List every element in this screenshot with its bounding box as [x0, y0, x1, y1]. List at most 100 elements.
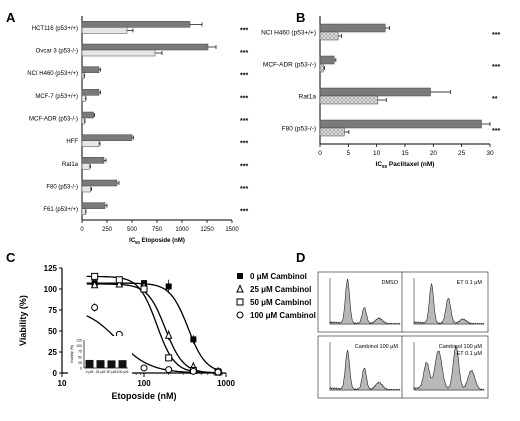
panel-a-x-axis-label: IC50 Etoposide (nM) — [129, 238, 185, 245]
panel-label-A: A — [6, 10, 16, 25]
panel-a-category-label: F80 (p53-/-) — [46, 185, 78, 191]
panel-a-bar — [81, 111, 94, 119]
panel-a-x-tick-label: 0 — [80, 227, 84, 233]
flow-histogram-panel: ET 0.1 μM — [401, 271, 489, 333]
panel-a-category-label: NCI H460 (p53+/+) — [27, 71, 78, 77]
flow-histogram-trace — [413, 346, 485, 391]
panel-c-point — [236, 311, 244, 319]
panel-b-significance: *** — [492, 32, 500, 39]
flow-panel-label: DMSO — [382, 280, 399, 286]
panel-b-category-label: Rat1a — [299, 94, 317, 101]
panel-label-B: B — [296, 10, 305, 25]
panel-c-y-tick-label: 0 — [53, 369, 58, 378]
panel-c-x-axis-label: Etoposide (nM) — [112, 391, 177, 401]
panel-a-significance: *** — [240, 27, 248, 34]
panel-a-category-label: F61 (p53+/+) — [43, 207, 78, 213]
flow-histogram-trace — [413, 283, 485, 325]
panel-c-y-tick-label: 25 — [48, 348, 57, 357]
panel-c-inset-y-tick-label: 50 — [78, 355, 82, 359]
panel-c-point — [165, 283, 172, 290]
panel-c-point — [236, 298, 244, 306]
panel-a-x-tick-label: 750 — [152, 227, 163, 233]
panel-a-category-label: HFF — [66, 139, 78, 145]
panel-c-fit-curve — [86, 282, 223, 372]
panel-c-inset-y-tick-label: 25 — [78, 361, 82, 365]
panel-b-significance: *** — [492, 128, 500, 135]
panel-c-inset-y-tick-label: 125 — [76, 339, 82, 343]
panel-b-bar — [319, 63, 324, 73]
panel-c-point — [189, 367, 197, 375]
panel-c-fit-curve — [86, 315, 223, 374]
panel-c-point — [91, 303, 99, 311]
panel-a-significance: *** — [240, 118, 248, 125]
panel-b-x-tick-label: 10 — [373, 150, 381, 157]
panel-c-inset-y-tick-label: 0 — [80, 367, 82, 371]
panel-label-D: D — [296, 250, 305, 265]
panel-c-point — [165, 366, 173, 374]
panel-a-significance: *** — [240, 163, 248, 170]
panel-c-inset-y-tick-label: 100 — [76, 344, 82, 348]
panel-a-bar — [81, 95, 86, 102]
panel-b-category-label: MCF-ADR (p53-/-) — [263, 62, 316, 69]
panel-a-category-label: Ovcar 3 (p53-/-) — [36, 49, 78, 55]
panel-a-bar — [81, 72, 85, 79]
panel-a-bar — [81, 89, 100, 96]
panel-a-bar — [81, 43, 209, 51]
panel-c-x-tick-label: 10 — [58, 379, 67, 388]
panel-c-inset-y-axis-label: Viability (%) — [70, 345, 74, 363]
panel-c-point — [90, 280, 99, 289]
panel-a-bar — [81, 140, 100, 147]
panel-c-point — [237, 273, 243, 279]
panel-b-x-tick-label: 5 — [347, 150, 351, 157]
panel-a-bar — [81, 202, 106, 209]
panel-c-point — [115, 276, 123, 284]
panel-a-bar — [81, 157, 105, 164]
panel-a-x-tick-label: 1250 — [200, 227, 214, 233]
panel-c-inset-category-label: 0 μM — [86, 370, 94, 374]
panel-a-significance: *** — [240, 141, 248, 148]
panel-a-category-label: MCF-7 (p53+/+) — [35, 94, 78, 100]
panel-c-inset-y-tick-label: 75 — [78, 350, 82, 354]
panel-a-bar — [81, 163, 90, 170]
panel-a-significance: *** — [240, 186, 248, 193]
panel-b-x-tick-label: 25 — [458, 150, 466, 157]
panel-c-legend-label: 50 μM Cambinol — [250, 298, 311, 307]
panel-c-point — [165, 354, 173, 362]
flow-panel-label: ET 0.1 μM — [457, 351, 483, 357]
panel-c-inset-category-label: 50 μM — [107, 370, 117, 374]
panel-c-point — [115, 279, 124, 288]
flow-histogram-panel: Cambinol 100 μM — [317, 335, 405, 399]
panel-a-bar — [81, 49, 156, 57]
panel-label-C: C — [6, 250, 16, 265]
panel-a-category-label: HCT116 (p53+/+) — [32, 26, 78, 32]
panel-b-bar — [319, 31, 339, 41]
panel-b-x-tick-label: 0 — [318, 150, 322, 157]
panel-b-x-axis-label: IC50 Paclitaxel (nM) — [376, 161, 435, 169]
flow-panel-label: Cambinol 100 μM — [439, 344, 483, 350]
panel-c-inset-category-label: 25 μM — [96, 370, 106, 374]
panel-a-significance: *** — [240, 73, 248, 80]
panel-c-point — [214, 368, 222, 376]
panel-a-bar — [81, 66, 100, 73]
panel-c-point — [190, 336, 197, 343]
panel-a-x-tick-label: 1500 — [225, 227, 239, 233]
panel-b-bar — [319, 95, 379, 105]
panel-c-legend-label: 100 μM Cambinol — [250, 311, 316, 320]
panel-a-bar — [81, 21, 191, 28]
panel-a-category-label: MCF-ADR (p53-/-) — [29, 117, 78, 123]
flow-histogram-panel: DMSO — [317, 271, 405, 333]
panel-b-x-tick-label: 15 — [401, 150, 409, 157]
panel-c-point — [91, 272, 99, 280]
panel-b-category-label: NCI H460 (p53+/+) — [261, 30, 316, 37]
panel-c-inset-bar — [118, 360, 127, 368]
panel-a-bar — [81, 117, 85, 125]
panel-c-inset-bar — [85, 359, 94, 368]
panel-b-bar — [319, 87, 431, 97]
panel-c-inset-bar — [107, 360, 116, 368]
panel-a-bar — [81, 185, 91, 193]
panel-c-y-axis-label: Viability (%) — [18, 295, 28, 346]
panel-b-bar — [319, 55, 335, 65]
